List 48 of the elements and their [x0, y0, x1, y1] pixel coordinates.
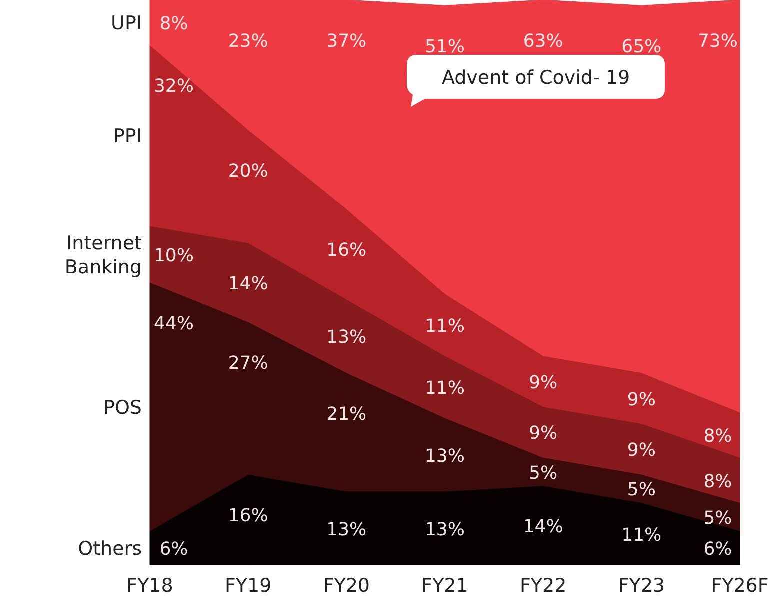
data-label: 6% — [160, 539, 188, 560]
series-label: POS — [104, 396, 142, 419]
data-label: 44% — [154, 314, 194, 334]
data-label: 51% — [424, 36, 466, 58]
data-label: 5% — [704, 508, 732, 529]
data-label: 5% — [529, 462, 558, 484]
data-label: 65% — [622, 36, 662, 58]
data-label: 13% — [326, 327, 367, 348]
data-label: 27% — [228, 353, 268, 374]
data-label: 23% — [228, 31, 268, 52]
data-label: 9% — [627, 440, 656, 462]
data-label: 11% — [424, 316, 466, 337]
data-label: 37% — [326, 31, 367, 52]
data-label: 9% — [529, 423, 558, 444]
data-label: 13% — [326, 519, 367, 540]
data-label: 16% — [228, 506, 268, 527]
data-label: 8% — [704, 426, 732, 448]
data-label: 5% — [627, 480, 656, 501]
x-tick-label: FY18 — [126, 575, 174, 597]
data-label: 11% — [622, 524, 662, 546]
data-label: 11% — [424, 378, 466, 400]
annotation: Advent of Covid- 19 — [442, 67, 630, 89]
data-label: 13% — [424, 446, 466, 467]
series-label: UPI — [111, 12, 142, 35]
data-label: 21% — [326, 404, 367, 425]
x-tick-label: FY26F — [711, 575, 769, 597]
data-label: 16% — [326, 240, 367, 262]
data-label: 6% — [704, 539, 732, 560]
data-label: 14% — [523, 516, 564, 538]
data-label: 9% — [529, 372, 558, 394]
data-label: 32% — [154, 76, 194, 98]
x-tick-label: FY22 — [520, 575, 567, 597]
series-label: Others — [78, 538, 142, 560]
data-label: 13% — [424, 519, 466, 540]
data-label: 14% — [228, 274, 268, 294]
data-label: 20% — [228, 160, 268, 182]
data-label: 10% — [154, 245, 194, 266]
series-label: PPI — [113, 126, 142, 148]
x-tick-label: FY23 — [618, 575, 666, 597]
x-tick-label: FY19 — [224, 575, 272, 597]
data-label: 73% — [698, 31, 738, 52]
x-tick-label: FY21 — [422, 575, 468, 597]
series-label: Internet Banking — [64, 232, 142, 278]
data-label: 8% — [704, 471, 732, 492]
x-tick-label: FY20 — [323, 575, 370, 597]
data-label: 9% — [627, 389, 656, 410]
data-label: 8% — [160, 14, 188, 35]
data-label: 63% — [523, 31, 564, 52]
